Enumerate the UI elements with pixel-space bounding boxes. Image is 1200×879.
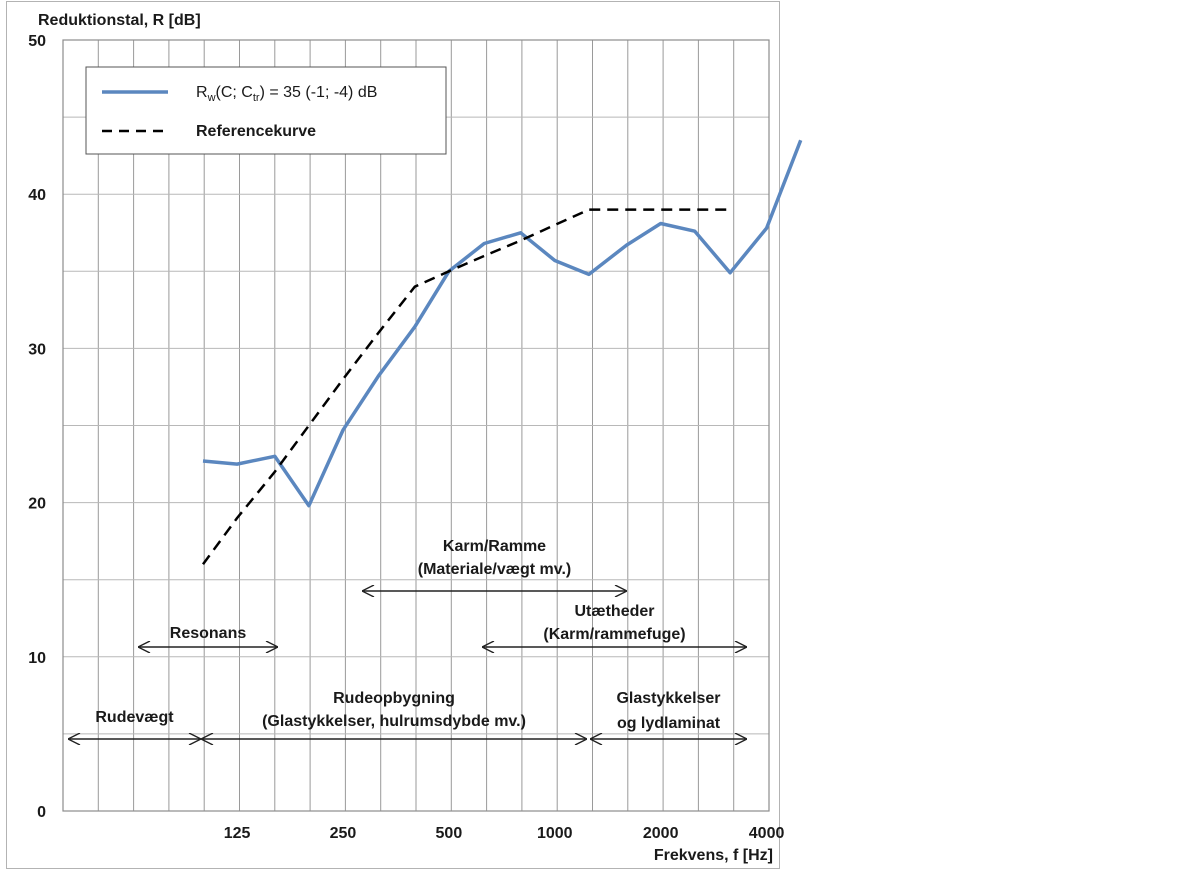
- annotation-label-resonans: Resonans: [170, 625, 247, 642]
- annotation-label-karm: Karm/Ramme: [443, 538, 546, 555]
- y-tick-label: 20: [28, 496, 46, 513]
- legend-r: R: [196, 84, 208, 101]
- y-tick-label: 40: [28, 187, 46, 204]
- plot-area-border: [62, 39, 770, 812]
- x-tick-label: 1000: [537, 825, 573, 842]
- annotation-sublabel-glas: og lydlaminat: [617, 715, 721, 732]
- annotation-label-glas: Glastykkelser: [616, 690, 720, 707]
- y-tick-label: 30: [28, 341, 46, 358]
- x-tick-label: 4000: [749, 825, 785, 842]
- y-tick-label: 10: [28, 650, 46, 667]
- series-line-measured: [202, 139, 803, 508]
- legend-box: [85, 66, 447, 155]
- legend-label-reference: Referencekurve: [196, 123, 316, 140]
- x-tick-labels: 125 250 500 1000 2000 4000: [224, 825, 785, 842]
- y-tick-label: 50: [28, 33, 46, 50]
- x-tick-label: 2000: [643, 825, 679, 842]
- y-tick-label: 0: [37, 804, 46, 821]
- legend: Rw(C; Ctr) = 35 (-1; -4) dB Referencekur…: [85, 66, 447, 155]
- series-group: [201, 139, 803, 566]
- legend-r-subscript: w: [207, 92, 216, 104]
- grid-lines: [63, 40, 769, 811]
- x-tick-label: 500: [436, 825, 463, 842]
- annotation-sublabel-utaetheder: (Karm/rammefuge): [543, 626, 685, 643]
- annotation-label-rudevaegt: Rudevægt: [95, 709, 174, 726]
- legend-c-part: (C; C: [216, 84, 253, 101]
- legend-value: ) = 35 (-1; -4) dB: [260, 84, 378, 101]
- annotation-sublabel-karm: (Materiale/vægt mv.): [418, 561, 572, 578]
- legend-label-measured: Rw(C; Ctr) = 35 (-1; -4) dB: [196, 84, 377, 104]
- annotation-label-rudeopbygning: Rudeopbygning: [333, 690, 455, 707]
- y-tick-labels: 0 10 20 30 40 50: [28, 33, 46, 821]
- x-axis-label: Frekvens, f [Hz]: [654, 847, 773, 864]
- series-line-reference: [201, 208, 731, 566]
- y-axis-label: Reduktionstal, R [dB]: [38, 12, 201, 29]
- annotation-label-utaetheder: Utætheder: [574, 603, 654, 620]
- legend-ctr-subscript: tr: [253, 92, 260, 104]
- x-tick-label: 250: [330, 825, 357, 842]
- annotations-group: Karm/Ramme (Materiale/vægt mv.) Resonans Ut…: [68, 538, 747, 739]
- annotation-sublabel-rudeopbygning: (Glastykkelser, hulrumsdybde mv.): [262, 713, 526, 730]
- x-tick-label: 125: [224, 825, 251, 842]
